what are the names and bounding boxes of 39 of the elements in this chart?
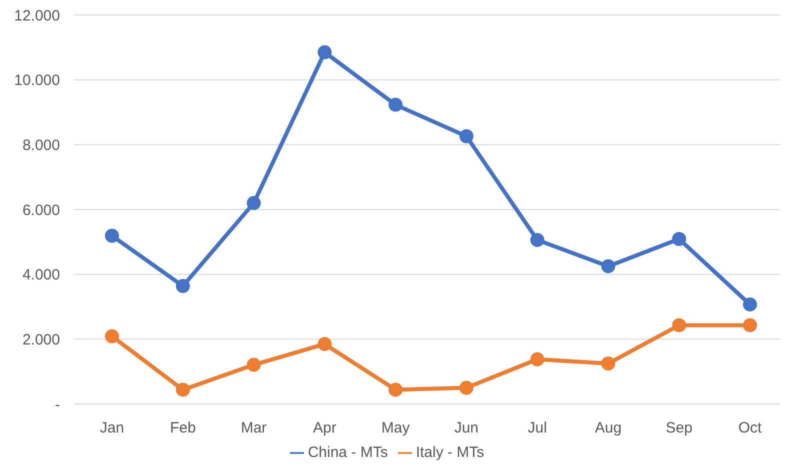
point bbox=[743, 318, 757, 332]
point bbox=[176, 279, 190, 294]
point bbox=[459, 380, 474, 395]
point bbox=[105, 329, 119, 344]
x-tick-label: Aug bbox=[594, 420, 622, 437]
point bbox=[530, 232, 544, 247]
legend-label: Italy - MTs bbox=[416, 444, 484, 461]
x-tick-label: Jul bbox=[528, 420, 547, 437]
point bbox=[388, 98, 403, 112]
x-tick-label: Jan bbox=[100, 420, 124, 437]
y-tick-label: 6.000 bbox=[22, 202, 60, 219]
x-tick-label: Sep bbox=[666, 420, 692, 437]
y-tick-label: 8.000 bbox=[22, 136, 60, 154]
x-tick-label: Oct bbox=[738, 420, 762, 437]
point bbox=[743, 297, 757, 312]
point bbox=[246, 358, 261, 372]
y-tick-label: 12.000 bbox=[14, 7, 60, 24]
y-tick-label: 10.000 bbox=[14, 72, 60, 90]
point bbox=[672, 232, 686, 246]
x-tick-label: Jun bbox=[454, 420, 479, 437]
x-tick-label: Feb bbox=[170, 420, 196, 437]
x-tick-label: May bbox=[381, 420, 410, 437]
point bbox=[176, 382, 190, 397]
point bbox=[246, 196, 261, 210]
point bbox=[318, 337, 332, 352]
point bbox=[672, 318, 686, 332]
point bbox=[318, 45, 332, 60]
y-tick-label: 4.000 bbox=[22, 266, 60, 284]
x-tick-label: Mar bbox=[240, 420, 267, 437]
point bbox=[388, 382, 403, 397]
x-tick-label: Apr bbox=[312, 420, 336, 437]
point bbox=[601, 259, 616, 274]
legend-label: China - MTs bbox=[308, 444, 388, 461]
point bbox=[105, 228, 119, 243]
point bbox=[530, 352, 544, 366]
y-tick-label: - bbox=[55, 396, 60, 414]
y-tick-label: 2.000 bbox=[22, 331, 60, 348]
point bbox=[601, 356, 616, 370]
point bbox=[459, 129, 474, 144]
